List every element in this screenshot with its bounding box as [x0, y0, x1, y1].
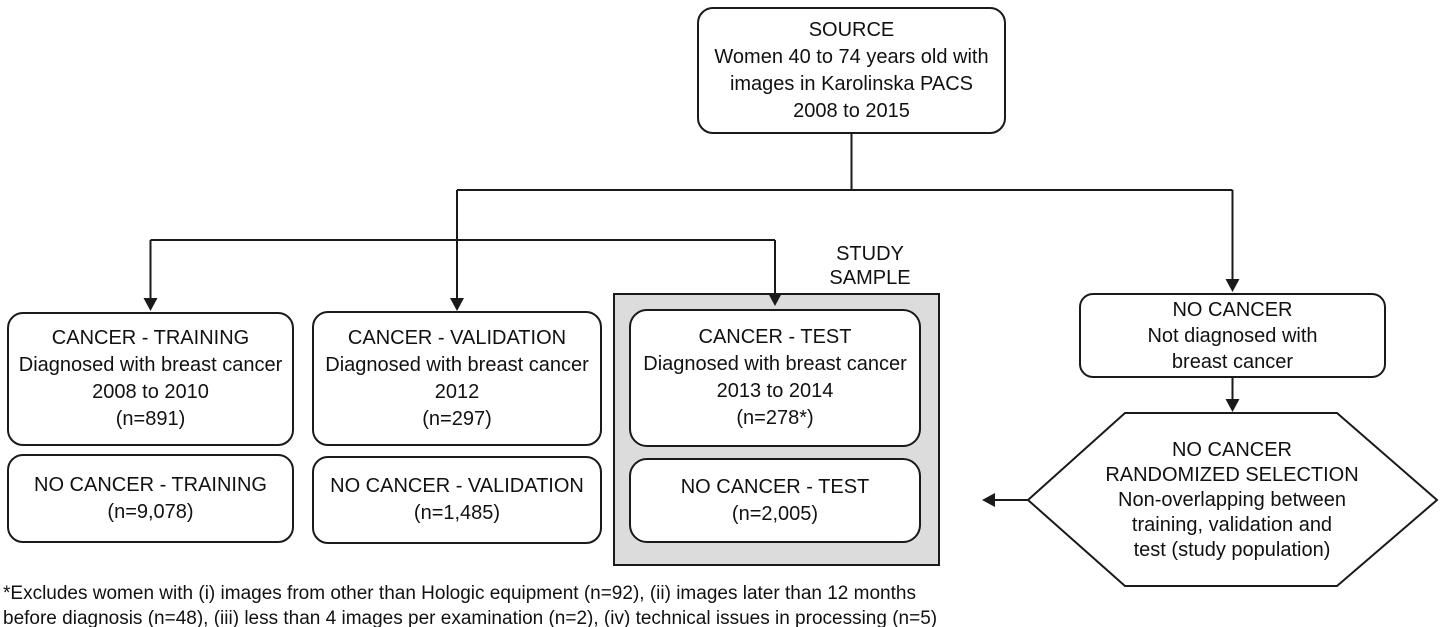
no-cancer-training-node: NO CANCER - TRAINING (n=9,078) — [7, 454, 294, 543]
no-cancer-line: Not diagnosed with — [1147, 324, 1318, 347]
no-cancer-randomized-line: test (study population) — [1133, 538, 1331, 561]
arrowhead-down-validation-icon — [450, 298, 464, 311]
cancer-test-count: (n=278*) — [736, 407, 814, 429]
arrowhead-down-no-cancer-icon — [1225, 279, 1240, 292]
no-cancer-validation-count: (n=1,485) — [413, 502, 501, 524]
cancer-training-title: CANCER - TRAINING — [51, 327, 250, 349]
no-cancer-title: NO CANCER — [1172, 298, 1293, 321]
arrowhead-down-hexagon-icon — [1225, 399, 1240, 412]
source-line: Women 40 to 74 years old with — [714, 45, 989, 68]
cancer-training-line: Diagnosed with breast cancer — [18, 354, 283, 376]
no-cancer-randomized-node: NO CANCER RANDOMIZED SELECTION Non-overl… — [1082, 438, 1382, 562]
study-sample-label-line: STUDY — [836, 243, 904, 265]
footnote: *Excludes women with (i) images from oth… — [3, 581, 937, 627]
cancer-training-line: 2008 to 2010 — [92, 381, 209, 403]
no-cancer-test-node: NO CANCER - TEST (n=2,005) — [629, 458, 921, 543]
no-cancer-randomized-title: RANDOMIZED SELECTION — [1105, 463, 1359, 486]
arrowhead-left-study-sample-icon — [982, 493, 995, 507]
cancer-validation-line: Diagnosed with breast cancer — [325, 353, 589, 376]
study-sample-label: STUDY SAMPLE — [800, 242, 940, 290]
cancer-test-line: Diagnosed with breast cancer — [643, 353, 907, 375]
no-cancer-randomized-line: training, validation and — [1131, 513, 1333, 536]
cancer-training-node: CANCER - TRAINING Diagnosed with breast … — [7, 312, 294, 446]
no-cancer-node: NO CANCER Not diagnosed with breast canc… — [1079, 293, 1386, 378]
source-line: 2008 to 2015 — [793, 99, 910, 122]
cancer-test-title: CANCER - TEST — [698, 326, 852, 348]
source-line: images in Karolinska PACS — [729, 72, 974, 95]
source-node: SOURCE Women 40 to 74 years old with ima… — [697, 7, 1006, 134]
no-cancer-line: breast cancer — [1171, 350, 1294, 373]
cancer-test-node: CANCER - TEST Diagnosed with breast canc… — [629, 309, 921, 447]
footnote-line: *Excludes women with (i) images from oth… — [3, 583, 916, 604]
study-sample-label-line: SAMPLE — [829, 267, 911, 289]
cancer-validation-line: 2012 — [434, 380, 480, 403]
no-cancer-test-title: NO CANCER - TEST — [680, 475, 870, 498]
no-cancer-randomized-title: NO CANCER — [1171, 438, 1292, 461]
cancer-validation-count: (n=297) — [422, 407, 492, 430]
no-cancer-training-count: (n=9,078) — [107, 500, 194, 523]
cancer-validation-node: CANCER - VALIDATION Diagnosed with breas… — [312, 311, 602, 446]
footnote-line: before diagnosis (n=48), (iii) less than… — [3, 608, 938, 627]
arrowhead-down-training-icon — [143, 298, 158, 311]
source-title: SOURCE — [808, 18, 895, 41]
cancer-validation-title: CANCER - VALIDATION — [347, 326, 567, 349]
no-cancer-validation-node: NO CANCER - VALIDATION (n=1,485) — [312, 456, 602, 544]
no-cancer-test-count: (n=2,005) — [731, 502, 819, 525]
cancer-test-line: 2013 to 2014 — [716, 380, 834, 402]
no-cancer-randomized-line: Non-overlapping between — [1118, 488, 1346, 511]
cancer-training-count: (n=891) — [115, 408, 186, 430]
no-cancer-training-title: NO CANCER - TRAINING — [34, 473, 267, 496]
no-cancer-validation-title: NO CANCER - VALIDATION — [330, 475, 584, 497]
